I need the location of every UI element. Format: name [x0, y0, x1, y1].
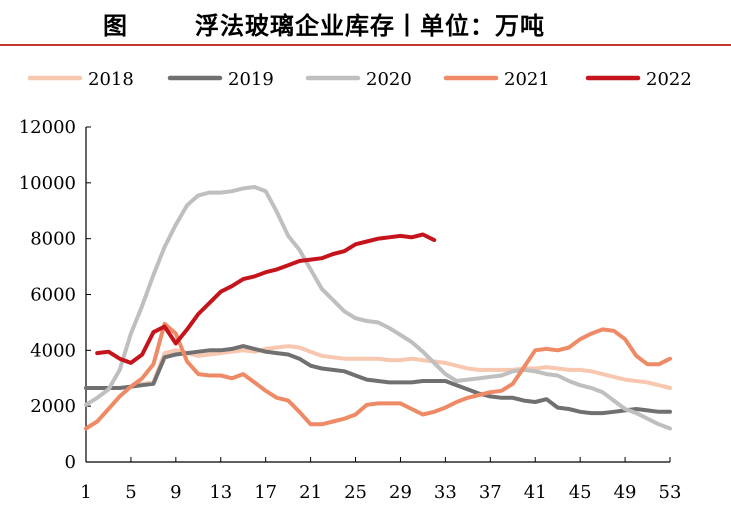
- series-line-2018: [128, 344, 672, 390]
- legend: 2018 2019 2020 2021 2022: [27, 69, 692, 90]
- x-tick-label: 13: [209, 482, 232, 503]
- x-tick-label: 33: [434, 482, 457, 503]
- series-line-2021: [84, 321, 672, 431]
- x-tick-label: 49: [614, 482, 637, 503]
- x-tick-label: 29: [389, 482, 412, 503]
- x-tick-label: 53: [659, 482, 682, 503]
- y-tick-label: 2000: [30, 396, 76, 417]
- tick-labels: 0 2000 4000 6000 8000 10000 12000 1 5 9 13 17 21 25 29…: [19, 117, 682, 503]
- y-tick-label: 6000: [30, 285, 76, 306]
- legend-label-2019: 2019: [228, 69, 274, 90]
- x-tick-label: 17: [254, 482, 277, 503]
- x-tick-label: 45: [569, 482, 592, 503]
- x-tick-label: 37: [479, 482, 502, 503]
- figure-label: 图: [103, 12, 127, 40]
- y-tick-label: 12000: [19, 117, 76, 138]
- x-tick-label: 21: [299, 482, 322, 503]
- y-tick-label: 4000: [30, 340, 76, 361]
- chart-title: 浮法玻璃企业库存丨单位：万吨: [195, 12, 545, 40]
- y-tick-label: 8000: [30, 229, 76, 250]
- legend-label-2020: 2020: [366, 69, 412, 90]
- legend-label-2021: 2021: [504, 69, 550, 90]
- series-lines: [84, 185, 672, 431]
- x-tick-label: 41: [524, 482, 547, 503]
- legend-label-2022: 2022: [646, 69, 692, 90]
- title-bar: 图 浮法玻璃企业库存丨单位：万吨: [0, 0, 731, 46]
- series-line-2022: [95, 232, 437, 365]
- y-tick-label: 0: [65, 452, 76, 473]
- title-rule: [0, 44, 731, 46]
- x-tick-label: 1: [80, 482, 91, 503]
- x-tick-label: 25: [344, 482, 367, 503]
- x-tick-label: 5: [125, 482, 136, 503]
- series-line-2020: [84, 185, 672, 431]
- y-tick-label: 10000: [19, 173, 76, 194]
- legend-label-2018: 2018: [88, 69, 134, 90]
- x-tick-label: 9: [170, 482, 181, 503]
